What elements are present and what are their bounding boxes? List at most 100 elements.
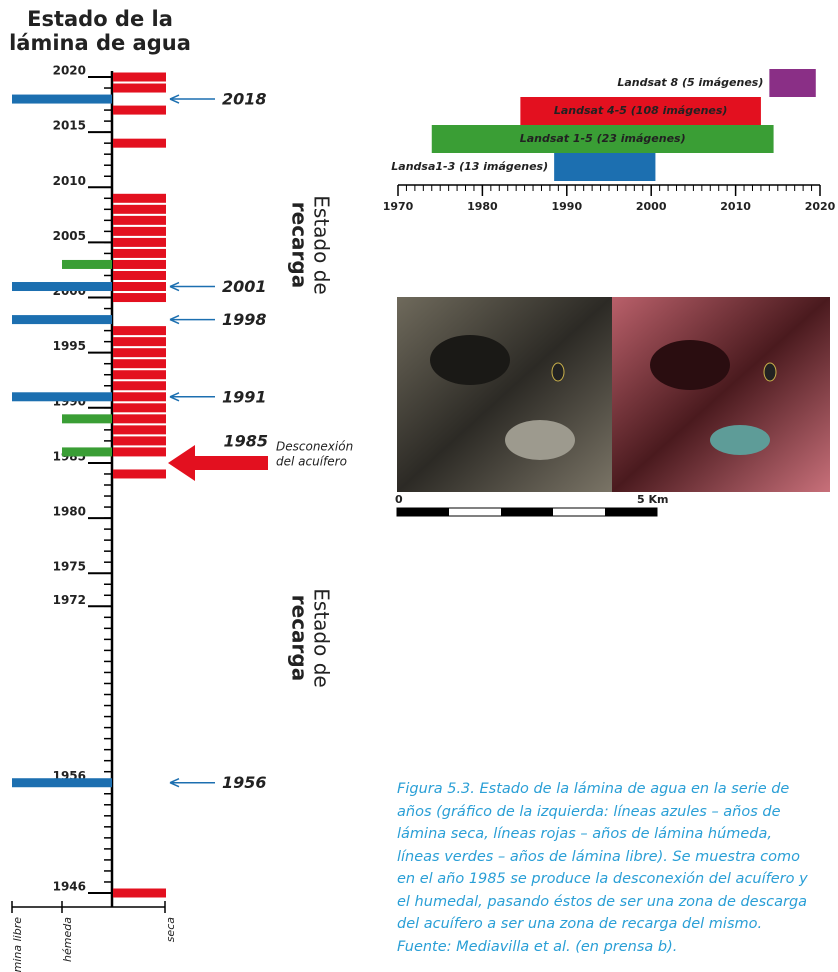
year-bar: [113, 270, 166, 280]
year-bar: [113, 193, 166, 203]
image-infrared: [612, 297, 830, 492]
scale-bar: 0 5 Km: [395, 493, 668, 517]
year-bar: [113, 226, 166, 236]
image-detail: [710, 425, 770, 455]
scale-segment: [501, 508, 553, 516]
y-tick-label: 1972: [53, 593, 86, 607]
event-arrow: [168, 444, 268, 481]
x-tick-label: hémeda: [61, 917, 74, 962]
year-bar: [113, 215, 166, 225]
mission-bar: [431, 125, 774, 153]
scale-label: 5 Km: [637, 493, 668, 506]
year-bar: [113, 248, 166, 258]
arrow-label: 2001: [222, 277, 267, 296]
x-tick-label: 2000: [636, 200, 667, 213]
year-bar: [113, 326, 166, 336]
arrow-label: 1991: [222, 387, 267, 406]
image-detail: [505, 420, 575, 460]
x-tick-label: lámina libre: [11, 917, 24, 972]
year-bar: [113, 447, 166, 457]
image-detail: [430, 335, 510, 385]
mission-bar: [520, 97, 761, 125]
year-bar: [113, 237, 166, 247]
arrow-head: [169, 94, 180, 104]
satellite-images: 0 5 Km: [395, 297, 830, 517]
arrow-label: 2018: [222, 90, 267, 109]
image-detail: [551, 362, 565, 382]
mission-label: Landsat 8 (5 imágenes): [617, 76, 763, 89]
year-bar: [113, 282, 166, 292]
year-bar: [62, 447, 112, 457]
year-bar: [62, 414, 112, 424]
scale-segment: [397, 508, 449, 516]
x-tick-label: 1970: [383, 200, 414, 213]
year-bar: [113, 403, 166, 413]
x-tick-label: 2010: [720, 200, 751, 213]
y-tick-label: 2010: [53, 174, 86, 188]
stage-label: Estado de: [310, 588, 334, 687]
y-tick-label: 2015: [53, 119, 86, 133]
image-detail: [763, 362, 777, 382]
year-bar: [113, 337, 166, 347]
year-bar: [113, 105, 166, 115]
year-bar: [113, 392, 166, 402]
scale-label: 0: [395, 493, 403, 506]
x-tick-label: 1990: [551, 200, 582, 213]
chart-title: Estado de la: [27, 7, 173, 31]
arrow-label: 1956: [222, 773, 267, 792]
y-tick-label: 1995: [53, 339, 86, 353]
mission-label: Landsa1-3 (13 imágenes): [391, 160, 548, 173]
y-tick-label: 1980: [53, 505, 86, 519]
event-text: del acuífero: [276, 454, 347, 468]
x-tick-label: seca: [164, 917, 177, 943]
mission-label: Landsat 4-5 (108 imágenes): [554, 104, 728, 117]
chart-title: lámina de agua: [9, 31, 191, 55]
mission-bar: [554, 153, 656, 181]
event-year: 1985: [223, 431, 268, 450]
scale-segment: [605, 508, 657, 516]
year-bar: [113, 436, 166, 446]
arrow-head: [169, 281, 180, 292]
year-bar: [113, 381, 166, 391]
year-bar: [113, 370, 166, 380]
year-bar: [12, 282, 112, 292]
image-detail: [650, 340, 730, 390]
year-bar: [113, 469, 166, 479]
x-tick-label: 2020: [805, 200, 836, 213]
arrow-head: [169, 392, 180, 402]
year-bar: [113, 83, 166, 93]
year-bar: [113, 293, 166, 303]
year-bar: [62, 259, 112, 269]
mission-bar: [769, 69, 816, 97]
stage-label: recarga: [288, 202, 312, 288]
image-natural: [397, 297, 612, 492]
arrow-head: [169, 778, 180, 788]
year-bar: [113, 72, 166, 82]
arrow-label: 1998: [222, 310, 267, 329]
year-bar: [113, 138, 166, 148]
year-bar: [113, 888, 166, 898]
year-bar: [113, 204, 166, 214]
y-tick-label: 2005: [53, 229, 86, 243]
y-tick-label: 1975: [53, 560, 86, 574]
year-bar: [12, 778, 112, 788]
stage-label: recarga: [288, 595, 312, 681]
year-bar: [113, 259, 166, 269]
y-tick-label: 2020: [53, 64, 86, 78]
year-bar: [113, 425, 166, 435]
year-bar: [113, 348, 166, 358]
x-tick-label: 1980: [467, 200, 498, 213]
caption: Figura 5.3. Estado de la lámina de agua …: [397, 781, 808, 955]
event-text: Desconexión: [276, 439, 353, 453]
year-bar: [113, 359, 166, 369]
year-bar: [12, 94, 112, 104]
stage-label: Estado de: [310, 195, 334, 294]
year-bar: [12, 315, 112, 325]
year-bar: [12, 392, 112, 402]
y-tick-label: 1946: [53, 880, 86, 894]
year-bar: [113, 414, 166, 424]
mission-label: Landsat 1-5 (23 imágenes): [520, 132, 686, 145]
arrow-head: [169, 314, 180, 325]
